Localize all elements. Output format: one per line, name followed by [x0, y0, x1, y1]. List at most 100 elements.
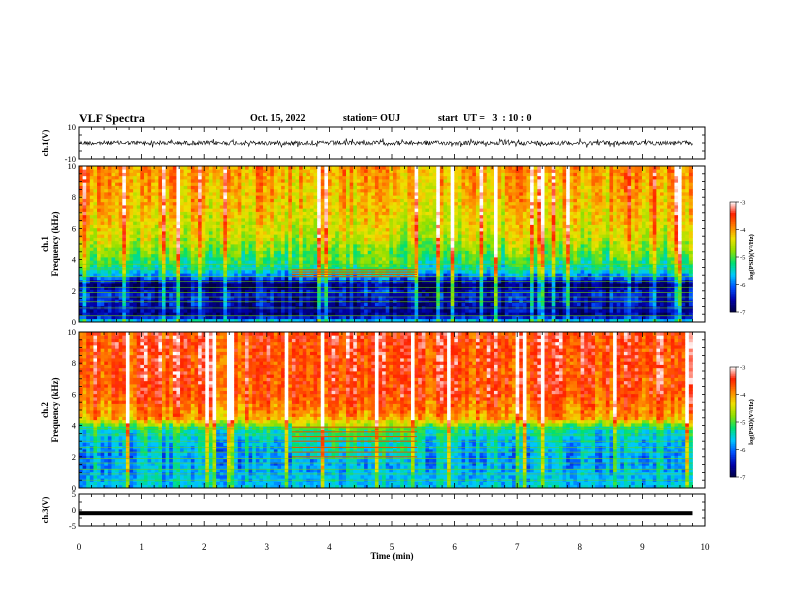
- spectrogram-cell: [209, 293, 213, 297]
- spectrogram-cell: [122, 169, 126, 173]
- spectrogram-cell: [324, 208, 328, 212]
- spectrogram-cell: [277, 186, 281, 190]
- spectrogram-cell: [339, 205, 343, 209]
- spectrogram-cell: [382, 176, 386, 180]
- spectrogram-cell: [155, 202, 159, 206]
- spectrogram-cell: [86, 199, 90, 203]
- spectrogram-cell: [202, 166, 206, 170]
- spectrogram-cell: [158, 195, 162, 199]
- spectrogram-cell: [93, 299, 97, 303]
- spectrogram-cell: [108, 231, 112, 235]
- spectrogram-cell: [115, 309, 119, 313]
- spectrogram-cell: [115, 286, 119, 290]
- spectrogram-cell: [231, 179, 235, 183]
- spectrogram-cell: [353, 296, 357, 300]
- spectrogram-cell: [173, 260, 177, 264]
- spectrogram-cell: [238, 241, 242, 245]
- spectrogram-cell: [144, 254, 148, 258]
- spectrogram-cell: [133, 260, 137, 264]
- spectrogram-cell: [277, 225, 281, 229]
- spectrogram-cell: [79, 299, 83, 303]
- spectrogram-cell: [303, 189, 307, 193]
- spectrogram-cell: [433, 293, 437, 297]
- spectrogram-cell: [158, 299, 162, 303]
- spectrogram-cell: [357, 244, 361, 248]
- spectrogram-cell: [256, 208, 260, 212]
- spectrogram-cell: [281, 299, 285, 303]
- spectrogram-cell: [90, 267, 94, 271]
- spectrogram-cell: [216, 186, 220, 190]
- spectrogram-cell: [83, 182, 87, 186]
- spectrogram-cell: [400, 228, 404, 232]
- spectrogram-cell: [429, 247, 433, 251]
- spectrogram-cell: [274, 186, 278, 190]
- spectrogram-cell: [296, 215, 300, 219]
- spectrogram-cell: [328, 173, 332, 177]
- spectrogram-cell: [173, 267, 177, 271]
- spectrogram-cell: [306, 312, 310, 316]
- spectrogram-cell: [415, 247, 419, 251]
- spectrogram-cell: [245, 208, 249, 212]
- spectrogram-cell: [415, 195, 419, 199]
- spectrogram-cell: [198, 218, 202, 222]
- spectrogram-cell: [267, 251, 271, 255]
- spectrogram-cell: [93, 296, 97, 300]
- spectrogram-cell: [411, 296, 415, 300]
- spectrogram-cell: [133, 283, 137, 287]
- spectrogram-cell: [397, 228, 401, 232]
- spectrogram-cell: [328, 309, 332, 313]
- spectrogram-cell: [252, 293, 256, 297]
- spectrogram-cell: [202, 218, 206, 222]
- spectrogram-cell: [371, 205, 375, 209]
- spectrogram-cell: [245, 267, 249, 271]
- spectrogram-cell: [285, 312, 289, 316]
- spectrogram-cell: [184, 192, 188, 196]
- spectrogram-cell: [216, 231, 220, 235]
- spectrogram-cell: [111, 186, 115, 190]
- spectrogram-cell: [436, 244, 440, 248]
- spectrogram-cell: [83, 225, 87, 229]
- spectrogram-cell: [83, 299, 87, 303]
- spectrogram-cell: [274, 189, 278, 193]
- spectrogram-cell: [194, 173, 198, 177]
- spectrogram-cell: [122, 234, 126, 238]
- spectrogram-cell: [382, 293, 386, 297]
- spectrogram-cell: [314, 225, 318, 229]
- spectrogram-cell: [321, 257, 325, 261]
- spectrogram-cell: [321, 186, 325, 190]
- spectrogram-cell: [119, 309, 123, 313]
- spectrogram-cell: [299, 169, 303, 173]
- spectrogram-cell: [166, 309, 170, 313]
- spectrogram-cell: [371, 189, 375, 193]
- spectrogram-cell: [346, 238, 350, 242]
- spectrogram-cell: [111, 251, 115, 255]
- spectrogram-cell: [411, 186, 415, 190]
- spectrogram-cell: [187, 218, 191, 222]
- spectrogram-cell: [379, 179, 383, 183]
- spectrogram-cell: [122, 251, 126, 255]
- spectrogram-cell: [108, 273, 112, 277]
- spectrogram-cell: [303, 228, 307, 232]
- spectrogram-cell: [93, 205, 97, 209]
- spectrogram-cell: [332, 179, 336, 183]
- spectrogram-cell: [158, 244, 162, 248]
- spectrogram-cell: [79, 247, 83, 251]
- spectrogram-cell: [151, 176, 155, 180]
- spectrogram-cell: [274, 309, 278, 313]
- spectrogram-cell: [162, 257, 166, 261]
- spectrogram-cell: [252, 205, 256, 209]
- spectrogram-cell: [202, 205, 206, 209]
- spectrogram-cell: [158, 208, 162, 212]
- spectrogram-cell: [187, 244, 191, 248]
- spectrogram-cell: [346, 176, 350, 180]
- spectrogram-cell: [440, 238, 444, 242]
- spectrogram-cell: [223, 228, 227, 232]
- spectrogram-cell: [83, 283, 87, 287]
- spectrogram-cell: [335, 228, 339, 232]
- spectrogram-cell: [133, 296, 137, 300]
- spectrogram-cell: [339, 189, 343, 193]
- spectrogram-cell: [415, 199, 419, 203]
- spectrogram-cell: [187, 299, 191, 303]
- spectrogram-cell: [379, 205, 383, 209]
- spectrogram-cell: [216, 205, 220, 209]
